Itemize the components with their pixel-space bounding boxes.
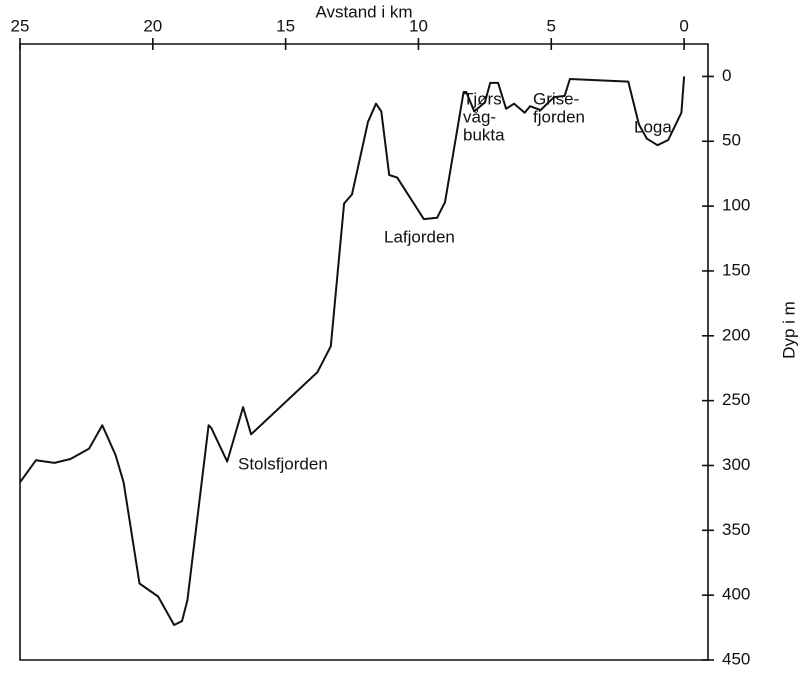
x-tick-label: 10 [409,16,428,35]
y-tick-label: 350 [722,520,750,539]
y-tick-label: 300 [722,455,750,474]
y-tick-label: 200 [722,325,750,344]
annotation: fjorden [533,107,585,126]
x-axis-label: Avstand i km [315,2,412,21]
annotation: Lafjorden [384,227,455,246]
y-tick-label: 100 [722,196,750,215]
y-tick-label: 450 [722,649,750,668]
x-tick-label: 15 [276,16,295,35]
x-tick-label: 25 [11,16,30,35]
annotation: våg- [463,107,496,126]
y-tick-label: 0 [722,66,731,85]
y-tick-label: 150 [722,260,750,279]
y-axis-label: Dyp i m [779,301,798,359]
annotation: bukta [463,125,505,144]
annotation: Stolsfjorden [238,454,328,473]
annotation: Tjørs [463,89,502,108]
annotation: Grise- [533,89,579,108]
y-tick-label: 50 [722,131,741,150]
depth-line [19,76,686,626]
x-tick-label: 0 [679,16,688,35]
x-tick-label: 20 [143,16,162,35]
x-tick-label: 5 [547,16,556,35]
y-tick-label: 400 [722,585,750,604]
y-tick-label: 250 [722,390,750,409]
annotation: Loga [634,117,672,136]
